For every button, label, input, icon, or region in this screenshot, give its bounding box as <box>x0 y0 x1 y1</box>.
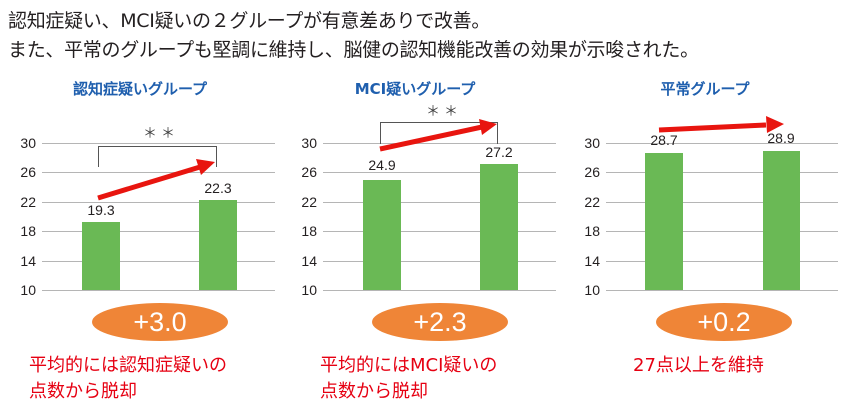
chart-panel-dementia: 認知症疑いグループ 30 26 22 18 14 10 19.3 22.3 ＊＊… <box>0 70 287 419</box>
delta-badge: +0.2 <box>656 303 792 341</box>
y-tick: 30 <box>20 135 36 151</box>
bar-value-label: 19.3 <box>87 202 115 218</box>
note-line: 点数から脱却 <box>320 381 428 402</box>
bar-after <box>480 164 518 290</box>
y-tick: 30 <box>301 135 317 151</box>
chart-panel-mci: MCI疑いグループ 30 26 22 18 14 10 24.9 27.2 ＊＊… <box>285 70 572 419</box>
gridline <box>323 261 556 262</box>
y-tick: 26 <box>301 164 317 180</box>
y-tick: 10 <box>20 282 36 298</box>
headline-line-2: また、平常のグループも堅調に維持し、脳健の認知機能改善の効果が示唆された。 <box>8 39 699 61</box>
chart-title: MCI疑いグループ <box>354 80 476 98</box>
y-tick: 22 <box>301 194 317 210</box>
y-tick: 10 <box>301 282 317 298</box>
gridline <box>323 172 556 173</box>
bar-value-label: 28.9 <box>767 130 795 146</box>
headline-line-1: 認知症疑い、MCI疑いの２グループが有意差ありで改善。 <box>8 10 491 32</box>
significance-bracket <box>98 146 217 167</box>
trend-arrow-icon <box>379 119 497 152</box>
bar-value-label: 24.9 <box>368 157 396 173</box>
y-tick: 30 <box>584 135 600 151</box>
trend-arrow-icon <box>658 116 784 133</box>
significance-marker: ＊＊ <box>426 104 462 120</box>
gridline <box>323 143 556 144</box>
note-line: 平均的には認知症疑いの <box>29 355 227 376</box>
gridline <box>606 202 838 203</box>
y-tick: 22 <box>20 194 36 210</box>
delta-badge: +3.0 <box>92 303 228 341</box>
y-tick: 26 <box>584 164 600 180</box>
gridline <box>606 172 838 173</box>
gridline <box>606 143 838 144</box>
gridline <box>42 202 275 203</box>
bar-after <box>763 151 800 290</box>
gridline <box>606 261 838 262</box>
y-tick: 14 <box>20 253 36 269</box>
delta-badge: +2.3 <box>372 303 508 341</box>
bar-after <box>199 200 237 290</box>
gridline <box>42 290 275 291</box>
chart-title: 認知症疑いグループ <box>72 80 208 98</box>
y-tick: 14 <box>301 253 317 269</box>
chart-title: 平常グループ <box>660 80 750 98</box>
gridline <box>606 290 838 291</box>
gridline <box>323 290 556 291</box>
note-line: 27点以上を維持 <box>633 355 764 376</box>
trend-arrow-icon <box>97 159 215 201</box>
y-tick: 26 <box>20 164 36 180</box>
bar-before <box>82 222 120 290</box>
note-line: 点数から脱却 <box>29 381 137 402</box>
gridline <box>323 231 556 232</box>
gridline <box>606 231 838 232</box>
bar-value-label: 27.2 <box>485 144 513 160</box>
gridline <box>42 143 275 144</box>
chart-panel-normal: 平常グループ 30 26 22 18 14 10 28.7 28.9 +0.2 … <box>570 70 857 419</box>
y-tick: 18 <box>584 223 600 239</box>
gridline <box>323 202 556 203</box>
y-tick: 18 <box>20 223 36 239</box>
bar-before <box>645 153 683 290</box>
y-tick: 18 <box>301 223 317 239</box>
gridline <box>42 261 275 262</box>
bar-value-label: 22.3 <box>204 180 232 196</box>
y-tick: 10 <box>584 282 600 298</box>
y-tick: 22 <box>584 194 600 210</box>
bar-value-label: 28.7 <box>650 132 678 148</box>
note-line: 平均的にはMCI疑いの <box>320 355 498 376</box>
gridline <box>42 231 275 232</box>
gridline <box>42 172 275 173</box>
significance-bracket <box>380 122 498 144</box>
bar-before <box>363 180 401 290</box>
significance-marker: ＊＊ <box>143 126 179 142</box>
y-tick: 14 <box>584 253 600 269</box>
